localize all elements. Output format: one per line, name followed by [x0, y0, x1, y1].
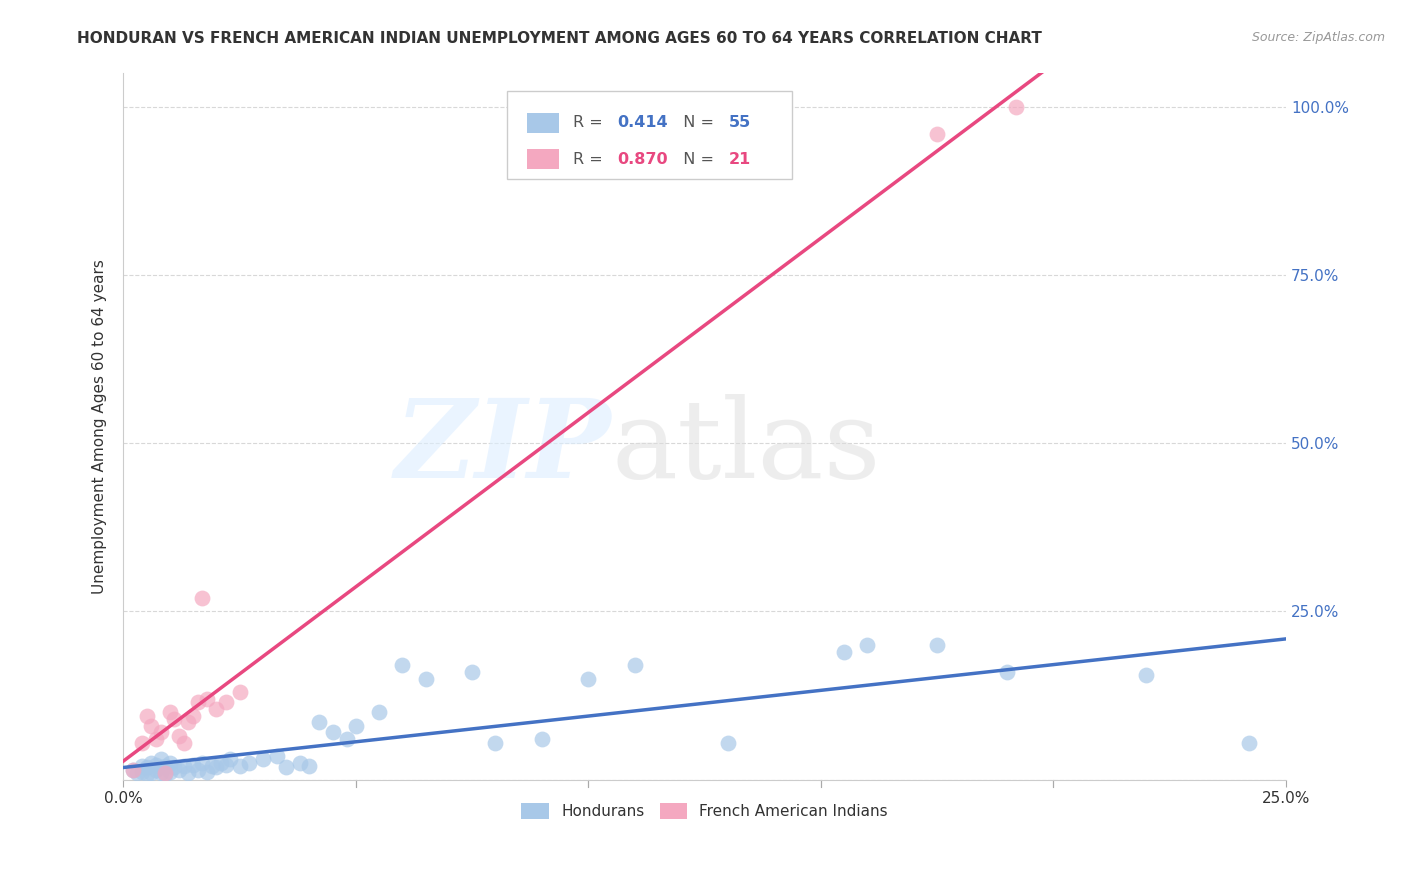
Point: [214, 757, 236, 772]
Point: [576, 672, 599, 686]
Point: [159, 764, 181, 779]
Point: [1135, 668, 1157, 682]
Point: [228, 685, 250, 699]
Point: [252, 752, 274, 766]
Point: [153, 767, 176, 781]
Point: [205, 702, 228, 716]
Point: [335, 732, 357, 747]
Point: [163, 760, 186, 774]
Text: N =: N =: [673, 115, 720, 130]
Point: [153, 759, 176, 773]
Point: [131, 736, 153, 750]
Point: [832, 645, 855, 659]
Point: [368, 706, 391, 720]
Point: [484, 736, 506, 750]
Text: 55: 55: [730, 115, 751, 130]
Point: [149, 725, 172, 739]
Point: [228, 759, 250, 773]
Text: Source: ZipAtlas.com: Source: ZipAtlas.com: [1251, 31, 1385, 45]
Point: [461, 665, 484, 679]
Point: [159, 756, 181, 770]
Point: [298, 759, 321, 773]
Point: [141, 719, 163, 733]
Point: [201, 759, 224, 773]
Point: [205, 760, 228, 774]
Text: atlas: atlas: [612, 394, 882, 501]
Point: [322, 725, 344, 739]
Point: [159, 706, 181, 720]
Point: [344, 719, 367, 733]
Point: [274, 760, 297, 774]
Point: [181, 708, 204, 723]
Point: [167, 729, 190, 743]
Point: [995, 665, 1018, 679]
Text: R =: R =: [574, 115, 609, 130]
Point: [149, 765, 172, 780]
Point: [149, 752, 172, 766]
Text: N =: N =: [673, 152, 720, 167]
Point: [238, 756, 260, 770]
Point: [1005, 100, 1028, 114]
Point: [135, 708, 157, 723]
Point: [927, 638, 949, 652]
Point: [163, 712, 186, 726]
Point: [131, 764, 153, 779]
Point: [927, 127, 949, 141]
Point: [187, 695, 209, 709]
Point: [177, 765, 200, 780]
Point: [173, 736, 195, 750]
Point: [131, 759, 153, 773]
Point: [624, 658, 647, 673]
Point: [856, 638, 879, 652]
Point: [195, 691, 218, 706]
Bar: [527, 112, 560, 133]
Text: R =: R =: [574, 152, 609, 167]
Point: [214, 695, 236, 709]
Point: [145, 732, 167, 747]
Point: [219, 752, 242, 766]
Bar: [527, 149, 560, 169]
Point: [167, 763, 190, 777]
Point: [530, 732, 553, 747]
Point: [135, 760, 157, 774]
Point: [191, 591, 214, 605]
Point: [191, 756, 214, 770]
Point: [1237, 736, 1260, 750]
Point: [145, 763, 167, 777]
Legend: Hondurans, French American Indians: Hondurans, French American Indians: [515, 797, 894, 825]
Point: [153, 765, 176, 780]
Text: 21: 21: [730, 152, 751, 167]
Text: ZIP: ZIP: [395, 393, 612, 501]
Point: [127, 765, 149, 780]
Point: [173, 759, 195, 773]
Point: [187, 763, 209, 777]
Point: [308, 715, 330, 730]
FancyBboxPatch shape: [508, 91, 792, 179]
Point: [177, 715, 200, 730]
Point: [266, 749, 288, 764]
Y-axis label: Unemployment Among Ages 60 to 64 years: Unemployment Among Ages 60 to 64 years: [93, 259, 107, 594]
Point: [145, 757, 167, 772]
Point: [209, 756, 232, 770]
Point: [415, 672, 437, 686]
Point: [288, 756, 311, 770]
Point: [141, 756, 163, 770]
Text: HONDURAN VS FRENCH AMERICAN INDIAN UNEMPLOYMENT AMONG AGES 60 TO 64 YEARS CORREL: HONDURAN VS FRENCH AMERICAN INDIAN UNEMP…: [77, 31, 1042, 46]
Text: 0.414: 0.414: [617, 115, 668, 130]
Text: 0.870: 0.870: [617, 152, 668, 167]
Point: [195, 764, 218, 779]
Point: [121, 763, 143, 777]
Point: [141, 765, 163, 780]
Point: [717, 736, 740, 750]
Point: [181, 757, 204, 772]
Point: [135, 767, 157, 781]
Point: [391, 658, 413, 673]
Point: [121, 763, 143, 777]
